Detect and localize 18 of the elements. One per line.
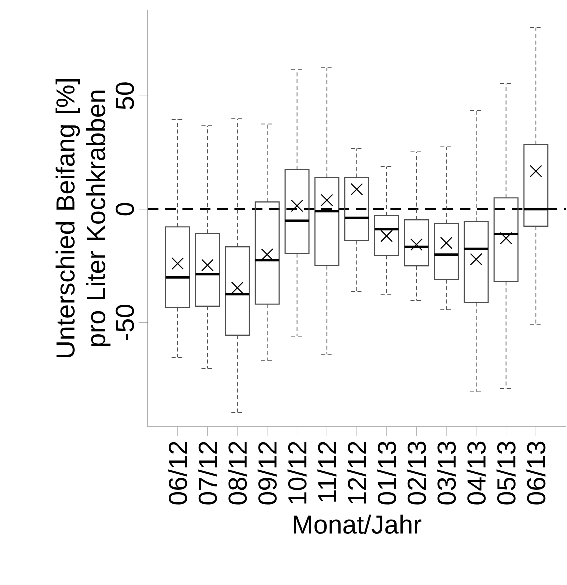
x-tick-label: 02/13 [407,442,426,505]
x-tick-label: 10/12 [288,442,307,504]
x-tick-label: 06/13 [526,442,546,505]
x-tick-label: 04/13 [466,442,486,505]
y-axis-title: Unterschied Beifang [%] pro Liter Kochkrabben [56,80,111,358]
x-tick-label: 03/13 [436,442,456,505]
x-tick-label: 07/12 [198,442,218,505]
x-axis-title: Monat/Jahr [294,514,422,534]
x-tick-label: 12/12 [347,442,367,504]
y-tick-label: 0 [116,203,134,216]
x-tick-label: 08/12 [228,442,248,505]
x-tick-label: 09/12 [258,442,277,505]
x-tick-label: 05/13 [496,442,516,505]
y-tick-label: -50 [116,304,134,340]
y-tick-label: 50 [116,82,134,110]
x-tick-label: 06/12 [168,442,188,505]
x-tick-label: 11/12 [318,442,337,502]
x-tick-label: 01/13 [377,442,396,505]
